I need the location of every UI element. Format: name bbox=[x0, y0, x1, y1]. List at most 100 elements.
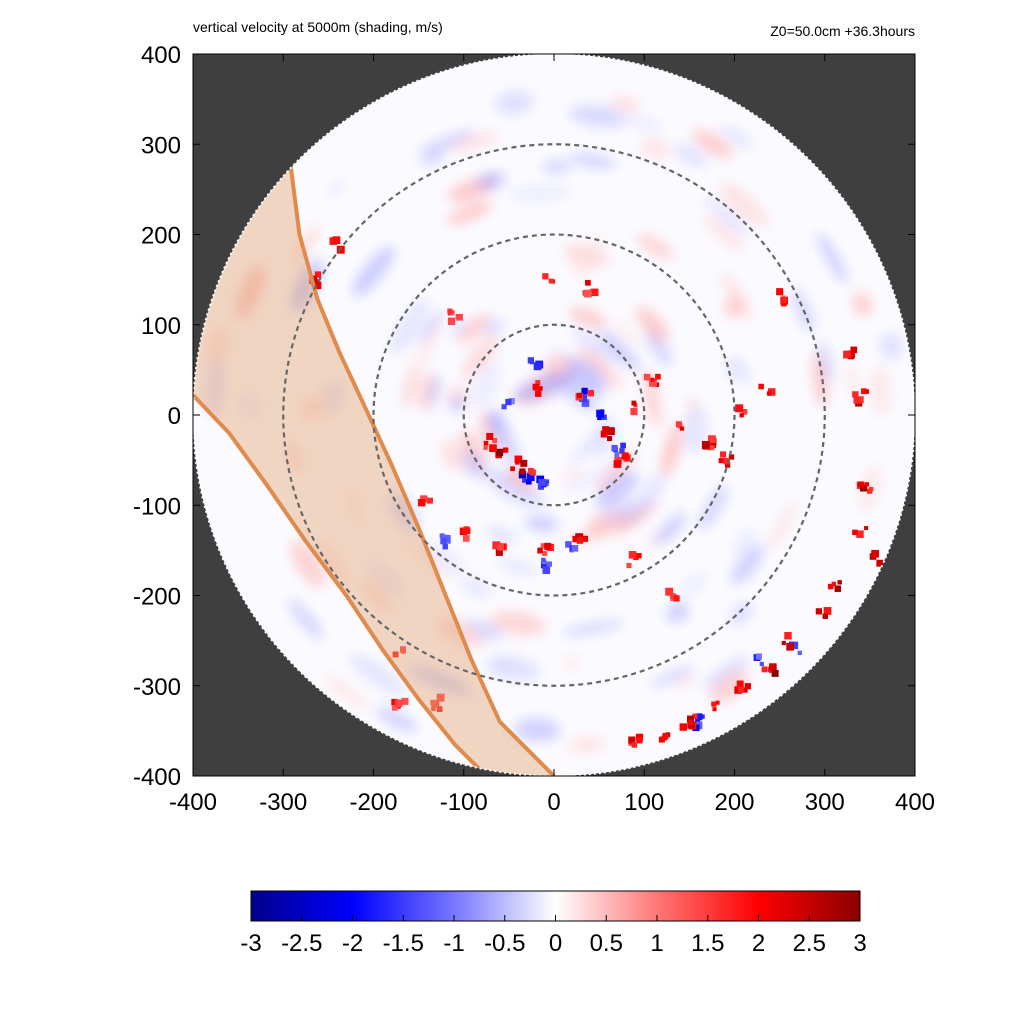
y-tick-label: -300 bbox=[133, 674, 181, 701]
wash-patch bbox=[636, 306, 670, 342]
wash-patch bbox=[542, 160, 571, 174]
updraft-cell bbox=[613, 452, 631, 468]
downdraft-cell bbox=[596, 409, 607, 421]
wash-patch bbox=[490, 611, 546, 636]
updraft-cell bbox=[626, 551, 642, 569]
wash-patch bbox=[665, 601, 690, 623]
wash-patch bbox=[496, 559, 539, 575]
x-tick-label: -200 bbox=[349, 789, 397, 816]
downdraft-cell bbox=[527, 357, 544, 371]
wash-patch bbox=[720, 182, 769, 227]
wash-patch bbox=[450, 393, 464, 415]
wash-patch bbox=[643, 369, 662, 428]
updraft-cell bbox=[447, 308, 463, 325]
wash-patch bbox=[595, 471, 639, 509]
wash-patch bbox=[450, 319, 468, 338]
wash-patch bbox=[507, 185, 574, 202]
range-ring-100 bbox=[462, 323, 646, 507]
wash-patch bbox=[673, 673, 699, 689]
y-tick-label: 400 bbox=[141, 42, 181, 69]
wash-patch bbox=[709, 671, 750, 703]
wash-patch bbox=[571, 328, 626, 366]
wash-patch bbox=[368, 561, 405, 598]
updraft-cell bbox=[392, 646, 407, 658]
updraft-cell bbox=[630, 400, 638, 416]
wash-patch bbox=[346, 491, 364, 522]
wash-patch bbox=[325, 379, 344, 414]
wash-patch bbox=[732, 529, 758, 559]
colorbar-tick-label: 2 bbox=[752, 930, 765, 957]
wash-patch bbox=[449, 132, 500, 152]
updraft-cell bbox=[781, 632, 795, 651]
wash-patch bbox=[817, 232, 848, 284]
y-tick-label: 100 bbox=[141, 313, 181, 340]
wash-patch bbox=[870, 364, 892, 417]
wash-patch bbox=[462, 450, 485, 478]
wash-patch bbox=[564, 464, 614, 495]
updraft-cell bbox=[582, 279, 599, 298]
swath-band bbox=[193, 144, 554, 776]
updraft-cell bbox=[658, 732, 671, 743]
updraft-cell bbox=[701, 435, 717, 451]
wash-patch bbox=[487, 656, 541, 681]
downdraft-cell bbox=[753, 653, 764, 667]
wash-patch bbox=[483, 318, 505, 336]
range-ring-200 bbox=[372, 233, 736, 597]
wash-patch bbox=[703, 214, 744, 253]
downdraft-cell bbox=[565, 541, 579, 553]
updraft-cell bbox=[542, 273, 555, 284]
wash-patch bbox=[660, 422, 683, 478]
background-wash bbox=[206, 91, 903, 753]
y-tick-label: 0 bbox=[168, 403, 181, 430]
wash-patch bbox=[568, 152, 617, 169]
wash-patch bbox=[494, 91, 534, 115]
colorbar-tick-label: 1 bbox=[650, 930, 663, 957]
wash-patch bbox=[719, 125, 753, 148]
wash-patch bbox=[238, 392, 262, 418]
wash-patch bbox=[428, 374, 441, 407]
wash-patch bbox=[441, 439, 465, 472]
wash-patch bbox=[513, 371, 573, 402]
colorbar: -3 -2.5 -2 -1.5 -1 -0.5 0 0.5 1 1.5 2 2.5 3 bbox=[240, 890, 867, 957]
wash-patch bbox=[636, 233, 675, 260]
updraft-cell bbox=[675, 421, 685, 431]
colorbar-tick-label: 0.5 bbox=[590, 930, 623, 957]
downdraft-cell bbox=[439, 533, 451, 550]
x-tick-label: 200 bbox=[714, 789, 754, 816]
wash-patch bbox=[845, 362, 860, 400]
updraft-cell bbox=[843, 346, 858, 360]
wash-patch bbox=[206, 325, 230, 366]
updraft-cell bbox=[391, 697, 409, 711]
updraft-cell bbox=[519, 459, 536, 476]
wash-patch bbox=[569, 307, 607, 328]
wash-patch bbox=[613, 322, 641, 347]
wash-patch bbox=[640, 137, 670, 160]
updraft-cell bbox=[417, 495, 434, 507]
updraft-cell bbox=[776, 288, 789, 307]
wash-patch bbox=[673, 144, 709, 167]
x-tick-label: 0 bbox=[547, 789, 560, 816]
y-axis: 400 300 200 100 0 -100 -200 -300 -400 bbox=[133, 42, 915, 791]
updraft-cell bbox=[492, 541, 507, 556]
updraft-cell bbox=[679, 713, 698, 731]
updraft-cell bbox=[735, 404, 748, 418]
colorbar-tick-label: -2 bbox=[342, 930, 363, 957]
wash-patch bbox=[315, 387, 329, 423]
wash-patch bbox=[323, 674, 371, 712]
colorbar-tick-label: 1.5 bbox=[691, 930, 724, 957]
y-tick-label: -100 bbox=[133, 493, 181, 520]
swath-inner-edge bbox=[193, 393, 489, 776]
wash-patch bbox=[703, 656, 750, 690]
colorbar-tick-label: 2.5 bbox=[793, 930, 826, 957]
wash-patch bbox=[729, 602, 753, 625]
wash-patch bbox=[637, 474, 666, 508]
updraft-cell bbox=[537, 542, 555, 557]
wash-patch bbox=[361, 581, 393, 613]
wash-patch bbox=[698, 484, 728, 531]
plot-area bbox=[192, 53, 916, 777]
wash-patch bbox=[419, 309, 444, 344]
updraft-cell bbox=[718, 451, 735, 468]
wash-patch bbox=[461, 334, 499, 380]
wash-patch bbox=[649, 666, 694, 688]
downdraft-cell bbox=[540, 557, 552, 574]
